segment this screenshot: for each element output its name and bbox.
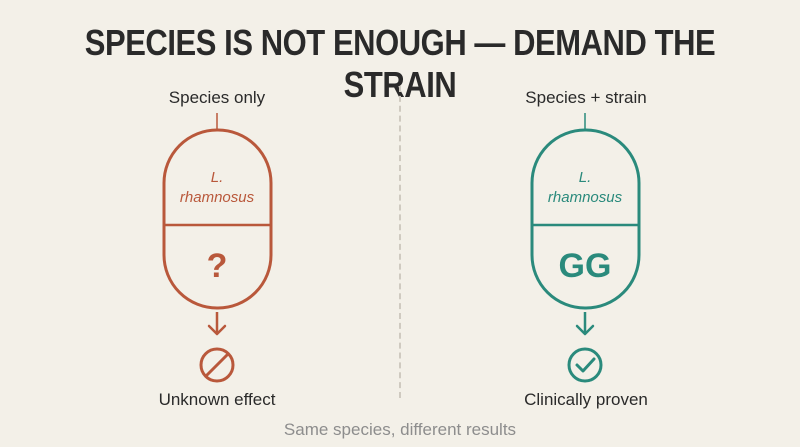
checkmark-circle-icon	[567, 347, 603, 383]
left-strain-label: ?	[207, 247, 228, 285]
prohibited-icon	[199, 347, 235, 383]
page-title: SPECIES IS NOT ENOUGH — DEMAND THE STRAI…	[84, 22, 716, 105]
left-outcome-label: Unknown effect	[158, 390, 276, 409]
left-species-label: rhamnosus	[180, 189, 255, 206]
right-outcome-label: Clinically proven	[524, 390, 648, 409]
center-divider	[399, 86, 401, 398]
left-capsule: L. rhamnosus ?	[162, 128, 273, 310]
right-species-label: rhamnosus	[548, 189, 623, 206]
right-column-header: Species + strain	[525, 88, 647, 107]
right-capsule: L. rhamnosus GG	[530, 128, 641, 310]
right-strain-label: GG	[559, 247, 612, 285]
left-down-arrow-icon	[207, 312, 227, 336]
footer-caption: Same species, different results	[283, 420, 517, 439]
right-genus-label: L.	[579, 169, 592, 186]
right-down-arrow-icon	[575, 312, 595, 336]
left-column-header: Species only	[168, 88, 266, 107]
left-genus-label: L.	[211, 169, 224, 186]
